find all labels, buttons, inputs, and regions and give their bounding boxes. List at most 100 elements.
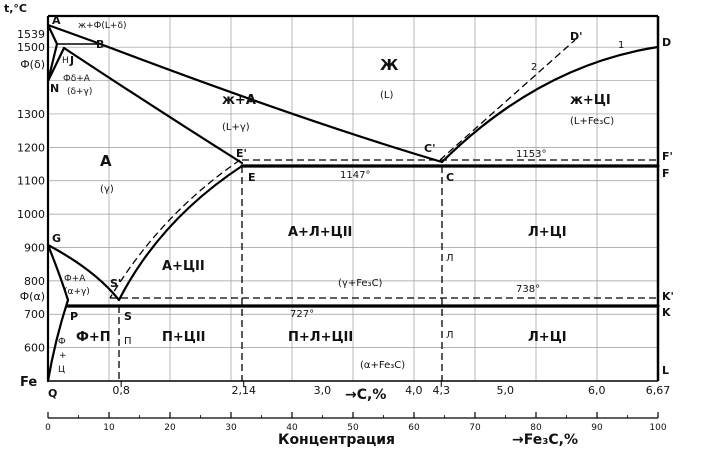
concentration-label: Концентрация bbox=[278, 432, 395, 448]
region-austenite-cem2: A+ЦІІ bbox=[162, 259, 205, 274]
point-B: B bbox=[96, 38, 104, 51]
curve-label-1: 1 bbox=[618, 40, 624, 51]
fe3c-tick-marks bbox=[47, 412, 659, 418]
point-G: G bbox=[52, 232, 61, 245]
point-A: A bbox=[52, 14, 61, 27]
point-S-prime: S' bbox=[110, 277, 121, 290]
fe3c-tick-label: 30 bbox=[225, 423, 237, 433]
y-tick-label: 1539 bbox=[17, 28, 45, 41]
line-H-N bbox=[46, 42, 59, 83]
solidus-J-E bbox=[62, 46, 244, 165]
fe3c-tick-label: 90 bbox=[591, 423, 603, 433]
region-austenite-sub: (γ) bbox=[100, 184, 114, 195]
carbon-tick-label: 4,3 bbox=[433, 384, 451, 397]
region-alpha-fe3c: (α+Fe₃C) bbox=[360, 360, 405, 371]
graphite-liquidus-C-prime-D-prime bbox=[439, 39, 576, 161]
line-E-S bbox=[117, 164, 244, 302]
liquidus-C-D bbox=[440, 45, 660, 164]
y-axis-title: t,°C bbox=[4, 2, 27, 15]
fe3c-axis-label: →Fe₃C,% bbox=[512, 432, 578, 448]
carbon-tick-label: 4,0 bbox=[405, 384, 423, 397]
y-tick-label: 700 bbox=[24, 308, 45, 321]
region-led-cem1-lower: Л+ЦІ bbox=[528, 330, 567, 345]
line-A-B bbox=[46, 23, 97, 44]
fe3c-tick-label: 70 bbox=[469, 423, 481, 433]
point-P: P bbox=[70, 310, 78, 323]
region-vertical-L-upper: Л bbox=[446, 253, 454, 264]
fe3c-tick-label: 80 bbox=[530, 423, 542, 433]
carbon-tick-label: 0,8 bbox=[112, 384, 130, 397]
plot-frame bbox=[46, 14, 660, 382]
fe3c-tick-label: 40 bbox=[286, 423, 298, 433]
y-tick-label: 1000 bbox=[17, 208, 45, 221]
line-P-Q bbox=[46, 298, 70, 383]
origin-label: Fe bbox=[20, 375, 37, 390]
y-tick-label: 800 bbox=[24, 275, 45, 288]
region-vertical-L-lower: Л bbox=[446, 330, 454, 341]
region-liquid: Ж bbox=[380, 56, 399, 74]
dashed-lines bbox=[109, 39, 658, 381]
region-ferrite-cem3-b: + bbox=[59, 351, 67, 361]
line-A-H bbox=[46, 23, 59, 46]
curve-label-2: 2 bbox=[531, 62, 537, 73]
point-K: K bbox=[662, 306, 671, 319]
carbon-axis-label: →C,% bbox=[345, 387, 386, 403]
liquidus-B-C bbox=[93, 40, 444, 164]
fe3c-tick-label: 100 bbox=[649, 423, 666, 433]
region-top-left: ж+Ф(L+δ) bbox=[78, 21, 126, 31]
region-ferrite-austenite: Ф+A bbox=[64, 274, 86, 284]
y-tick-label: 1300 bbox=[17, 108, 45, 121]
line-G-S bbox=[46, 243, 121, 302]
point-J: J bbox=[69, 54, 74, 67]
fe3c-tick-label: 0 bbox=[45, 423, 51, 433]
region-delta-austenite-sub: (δ+γ) bbox=[67, 87, 92, 97]
point-H: H bbox=[62, 56, 69, 66]
region-gamma-fe3c: (γ+Fe₃C) bbox=[338, 278, 383, 289]
line-J-N bbox=[46, 46, 66, 83]
y-tick-label: 600 bbox=[24, 342, 45, 355]
isotherm-727: 727° bbox=[290, 309, 314, 320]
region-liq-cementite: ж+ЦІ bbox=[570, 93, 611, 108]
fe3c-axis bbox=[47, 412, 659, 419]
region-pearlite-cem2: П+ЦІІ bbox=[162, 330, 206, 345]
region-ferrite-cem3-c: Ц bbox=[58, 365, 65, 375]
region-austenite: A bbox=[100, 152, 112, 170]
fe3c-tick-label: 50 bbox=[347, 423, 359, 433]
carbon-tick-label: 2,14 bbox=[231, 384, 256, 397]
region-vertical-P: П bbox=[124, 336, 132, 347]
point-D-prime: D' bbox=[570, 30, 583, 43]
fe3c-tick-label: 20 bbox=[164, 423, 176, 433]
carbon-tick-label: 6,0 bbox=[588, 384, 606, 397]
point-L: L bbox=[662, 364, 669, 377]
carbon-tick-labels: 0,8 2,14 3,0 4,0 4,3 5,0 6,0 6,67 bbox=[112, 384, 670, 397]
point-labels: A B H J N D D' 1 2 C' C E' E F' F G S' S… bbox=[48, 14, 674, 400]
carbon-tick-label: 3,0 bbox=[314, 384, 332, 397]
region-pearlite-led-cem2: П+Л+ЦІІ bbox=[288, 330, 353, 345]
point-Q: Q bbox=[48, 387, 57, 400]
line-G-P bbox=[46, 243, 70, 302]
fe3c-tick-labels: 0 10 20 30 40 50 60 70 80 90 100 bbox=[45, 423, 667, 433]
region-ferrite-austenite-sub: (α+γ) bbox=[64, 287, 90, 297]
point-E: E bbox=[248, 171, 256, 184]
phase-lines bbox=[46, 23, 660, 383]
carbon-tick-label: 6,67 bbox=[646, 384, 671, 397]
region-delta-austenite: Фδ+A bbox=[63, 74, 91, 84]
isotherm-738: 738° bbox=[516, 284, 540, 295]
phase-labels: ж+Ф(L+δ) Фδ+A (δ+γ) Ж (L) ж+A (L+γ) ж+ЦІ… bbox=[58, 21, 614, 375]
y-tick-label: 1200 bbox=[17, 141, 45, 154]
region-liq-austenite-sub: (L+γ) bbox=[222, 122, 250, 133]
point-C: C bbox=[446, 171, 454, 184]
y-tick-label: Ф(δ) bbox=[20, 58, 45, 71]
region-led-cem1-upper: Л+ЦІ bbox=[528, 225, 567, 240]
y-tick-label: Ф(α) bbox=[20, 290, 45, 303]
point-K-prime: K' bbox=[662, 290, 674, 303]
fe3c-tick-label: 60 bbox=[408, 423, 420, 433]
region-liq-cementite-sub: (L+Fe₃C) bbox=[570, 116, 614, 127]
point-E-prime: E' bbox=[236, 147, 247, 160]
point-C-prime: C' bbox=[424, 142, 435, 155]
point-F: F bbox=[662, 167, 670, 180]
point-D: D bbox=[662, 36, 671, 49]
region-ferrite-cem3-a: Ф bbox=[58, 337, 66, 347]
point-N: N bbox=[50, 82, 59, 95]
